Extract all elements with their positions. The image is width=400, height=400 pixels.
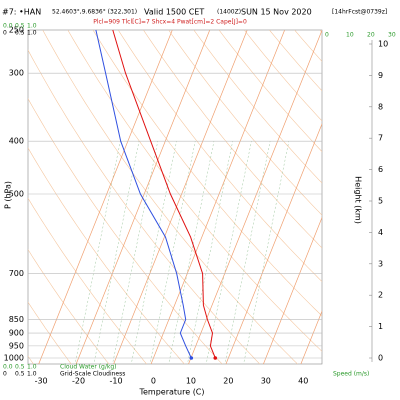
- speed-tick: 0: [325, 32, 329, 39]
- cloud-water-tick: 0.5: [15, 23, 25, 30]
- dry-adiabat: [28, 49, 261, 364]
- y-tick-label: 850: [9, 315, 24, 324]
- mixing-line: [168, 141, 215, 364]
- y2-axis-label: Height (km): [354, 176, 363, 224]
- y2-tick-label: 1: [378, 322, 383, 331]
- dry-adiabat: [28, 249, 110, 364]
- dry-adiabat: [117, 30, 322, 282]
- y2-tick-label: 6: [378, 165, 383, 174]
- background-lines: [28, 20, 400, 369]
- forecast: [14hrFcst@0739z]: [332, 9, 387, 16]
- dry-adiabat: [168, 30, 322, 216]
- coords: 52.4603°,9.6836° (322,301): [52, 9, 137, 16]
- dry-adiabat: [243, 30, 322, 122]
- surface-dot: [213, 356, 218, 360]
- cloudiness-tick: 0: [3, 371, 7, 378]
- x-tick-label: 10: [186, 377, 196, 386]
- date: SUN 15 Nov 2020: [241, 8, 312, 17]
- dry-adiabat: [28, 97, 223, 364]
- cloudiness-tick: 0.5: [15, 30, 25, 37]
- y2-tick-label: 8: [378, 102, 383, 111]
- profile-line: [95, 29, 192, 359]
- mixing-line: [112, 141, 159, 364]
- x-tick-label: 0: [151, 377, 156, 386]
- y2-tick-label: 3: [378, 259, 383, 268]
- cloud-water-tick: 1.0: [27, 23, 37, 30]
- isotherm: [225, 122, 322, 364]
- dry-adiabat: [28, 301, 72, 364]
- x-tick-label: 40: [298, 377, 308, 386]
- mixing-line: [224, 141, 271, 364]
- x-tick-label: -20: [72, 377, 85, 386]
- dry-adiabat: [143, 30, 322, 249]
- mixing-line: [187, 141, 233, 364]
- x-axis-label: Temperature (C): [138, 388, 204, 397]
- y-tick-label: 400: [9, 137, 24, 146]
- dry-adiabat: [218, 30, 322, 153]
- y2-tick-label: 2: [378, 291, 383, 300]
- zulu: (1400Z): [217, 9, 241, 16]
- chart-title: Valid 1500 CET: [144, 8, 204, 17]
- y2-tick-label: 0: [378, 354, 383, 363]
- mixing-line: [205, 141, 252, 364]
- plot-frame: [27, 29, 323, 365]
- isotherm: [113, 30, 248, 364]
- speed-tick: 10: [346, 32, 354, 39]
- cloudiness-tick: 1.0: [27, 371, 37, 378]
- mixing-line: [130, 141, 177, 364]
- speed-tick: 30: [388, 32, 396, 39]
- cloudiness-tick: 1.0: [27, 30, 37, 37]
- x-tick-label: -10: [109, 377, 122, 386]
- mixing-line: [93, 141, 140, 364]
- y-tick-label: 900: [9, 329, 24, 338]
- isotherm: [188, 30, 322, 364]
- mixing-line: [243, 141, 290, 364]
- dry-adiabat: [67, 30, 322, 352]
- cloudiness-tick: 0.5: [15, 371, 25, 378]
- cloudiness-label: Grid-Scale Cloudiness: [60, 371, 125, 378]
- y-tick-label: 1000: [4, 354, 24, 363]
- dry-adiabat: [386, 20, 400, 369]
- y2-tick-label: 5: [378, 197, 383, 206]
- subtitle: Plcl=909 Tlcl[C]=7 Shcx=4 Pwat[cm]=2 Cap…: [93, 19, 247, 26]
- dry-adiabat: [193, 30, 322, 184]
- isotherm: [263, 216, 322, 364]
- cloud-water-label: Cloud Water (g/kg): [60, 364, 116, 371]
- isotherm: [75, 30, 211, 364]
- y2-tick-label: 10: [378, 40, 388, 49]
- cloud-water-tick: 0.0: [3, 23, 13, 30]
- dry-adiabat: [336, 20, 400, 369]
- cloud-water-tick: 1.0: [27, 364, 37, 371]
- isotherm: [150, 30, 286, 364]
- dry-adiabat: [28, 147, 185, 364]
- profile-line: [112, 29, 216, 359]
- cloudiness-tick: 0: [3, 30, 7, 37]
- speed-tick: 20: [367, 32, 375, 39]
- y2-tick-label: 7: [378, 134, 383, 143]
- y-tick-label: 950: [9, 341, 24, 350]
- y2-tick-label: 4: [378, 228, 383, 237]
- cloud-water-tick: 0.5: [15, 364, 25, 371]
- y-tick-label: 700: [9, 269, 24, 278]
- mixing-line: [149, 141, 196, 364]
- dry-adiabat: [92, 30, 322, 317]
- x-tick-label: 20: [223, 377, 233, 386]
- isotherm: [38, 30, 173, 364]
- isotherm: [300, 310, 322, 364]
- x-tick-label: -30: [35, 377, 48, 386]
- y-axis-label: P (hPa): [4, 181, 13, 209]
- x-tick-label: 30: [261, 377, 271, 386]
- surface-dot: [189, 356, 194, 360]
- y2-tick-label: 9: [378, 71, 383, 80]
- station: #7: •HAN: [2, 8, 41, 17]
- cloud-water-tick: 0.0: [3, 364, 13, 371]
- y-tick-label: 300: [9, 69, 24, 78]
- y-tick-label: 500: [9, 190, 24, 199]
- speed-label: Speed (m/s): [333, 371, 369, 378]
- y-tick-label: 250: [9, 26, 24, 35]
- mixing-line: [74, 141, 121, 364]
